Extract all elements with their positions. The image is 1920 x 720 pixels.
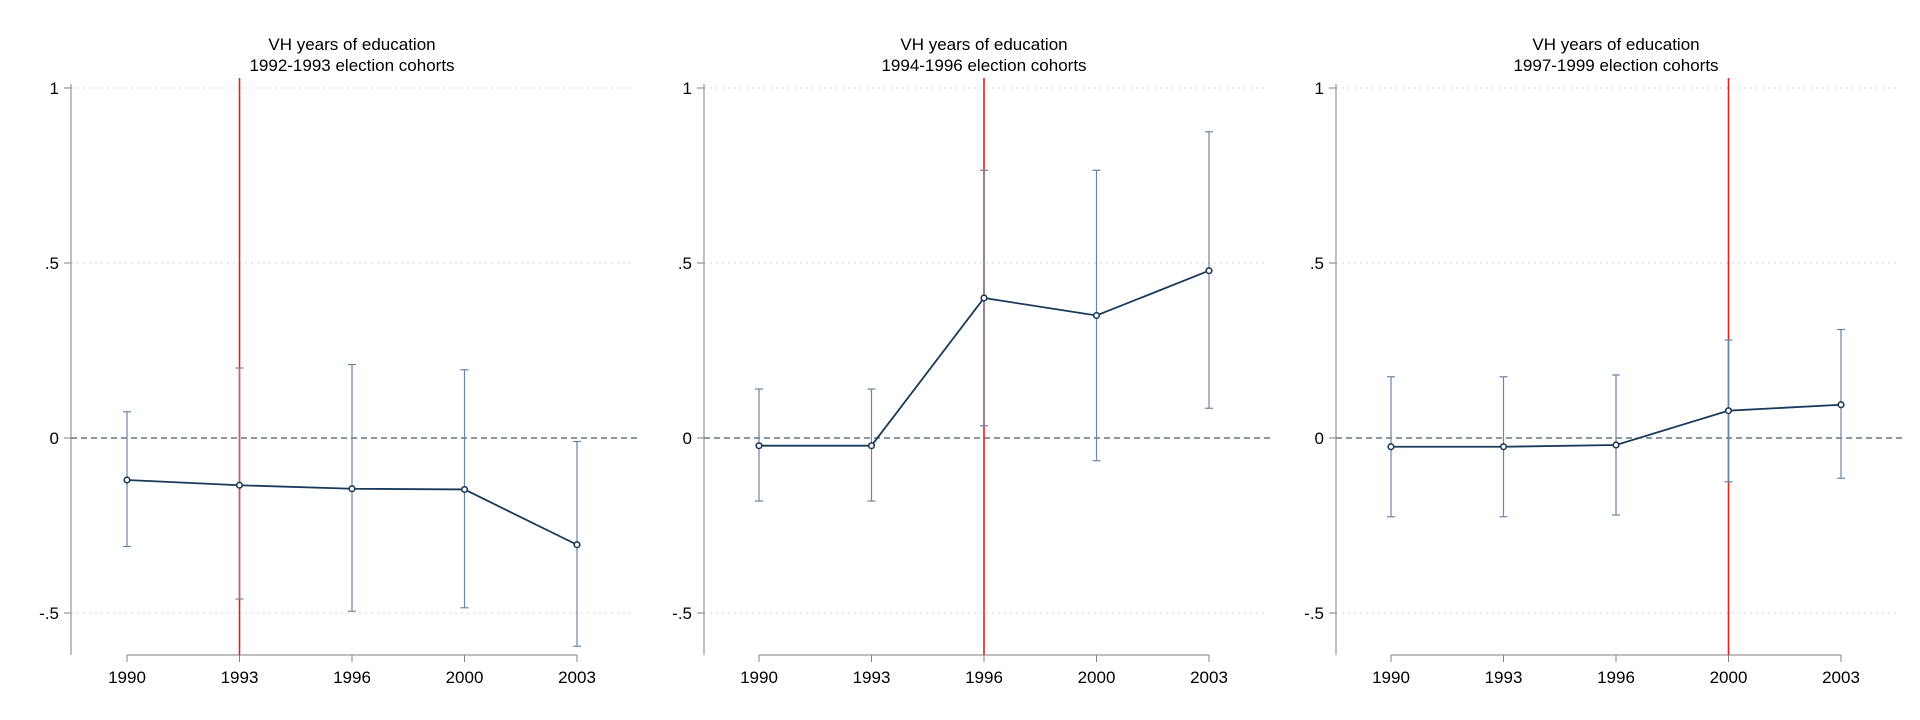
y-tick-label: 1 — [1315, 79, 1324, 98]
data-point — [1837, 401, 1845, 409]
x-tick-label: 2000 — [446, 668, 484, 687]
chart-subtitle: 1994-1996 election cohorts — [881, 56, 1086, 75]
y-tick-label: 1 — [683, 79, 692, 98]
x-tick-label: 2003 — [1822, 668, 1860, 687]
data-point — [1205, 267, 1213, 275]
data-point — [1387, 443, 1395, 451]
y-tick-label: -.5 — [1304, 604, 1324, 623]
y-tick-label: .5 — [1310, 254, 1324, 273]
data-point — [1499, 443, 1508, 451]
x-tick-label: 2003 — [1190, 668, 1228, 687]
x-tick-label: 1993 — [853, 668, 891, 687]
data-point — [460, 485, 469, 494]
data-point — [1724, 407, 1733, 415]
x-tick-label: 1993 — [1485, 668, 1523, 687]
series-1 — [123, 363, 581, 647]
x-tick-label: 2000 — [1078, 668, 1116, 687]
series-1 — [1387, 328, 1845, 518]
y-tick-label: .5 — [678, 254, 692, 273]
x-tick-label: 1996 — [965, 668, 1003, 687]
data-point — [755, 442, 763, 450]
x-tick-label: 2000 — [1710, 668, 1748, 687]
chart-subtitle: 1997-1999 election cohorts — [1513, 56, 1718, 75]
chart-title: VH years of education — [1532, 35, 1699, 54]
data-point — [123, 476, 131, 484]
series-1 — [755, 131, 1213, 502]
x-tick-label: 1990 — [108, 668, 146, 687]
y-tick-label: 1 — [50, 79, 59, 98]
data-point — [235, 481, 244, 489]
y-tick-label: -.5 — [39, 604, 59, 623]
y-tick-label: .5 — [45, 254, 59, 273]
x-tick-label: 1996 — [1597, 668, 1635, 687]
y-tick-label: 0 — [683, 429, 692, 448]
y-tick-label: 0 — [50, 429, 59, 448]
x-tick-label: 1996 — [333, 668, 371, 687]
chart-title: VH years of education — [268, 35, 435, 54]
chart-panel-2: VH years of education 1994-1996 election … — [672, 35, 1274, 687]
data-point — [1092, 311, 1101, 320]
chart-subtitle: 1992-1993 election cohorts — [249, 56, 454, 75]
x-tick-label: 1990 — [1372, 668, 1410, 687]
chart-title: VH years of education — [900, 35, 1067, 54]
y-tick-label: 0 — [1315, 429, 1324, 448]
x-tick-label: 1993 — [221, 668, 259, 687]
data-point — [980, 294, 988, 302]
chart-panel-3: VH years of education 1997-1999 election … — [1304, 35, 1906, 687]
data-point — [867, 442, 876, 450]
data-point — [1612, 441, 1620, 449]
y-tick-label: -.5 — [672, 604, 692, 623]
data-point — [348, 485, 356, 493]
chart-panel-1: VH years of education 1992-1993 election … — [39, 35, 641, 687]
x-tick-label: 1990 — [740, 668, 778, 687]
x-tick-label: 2003 — [558, 668, 596, 687]
data-point — [573, 541, 581, 549]
